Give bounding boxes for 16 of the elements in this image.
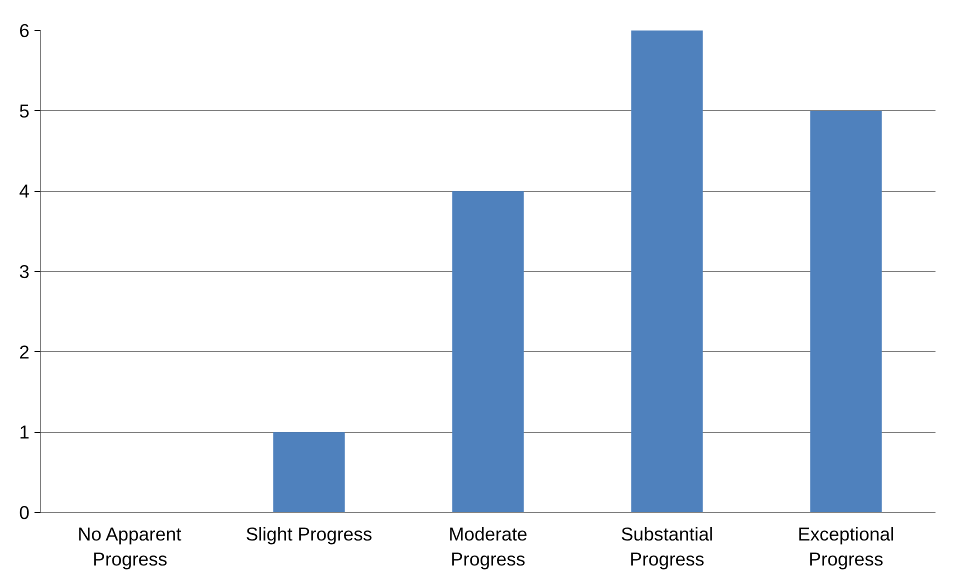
bar (273, 432, 345, 512)
x-tick-label: Moderate Progress (448, 524, 528, 570)
x-tick-label: Slight Progress (246, 524, 372, 544)
y-tick-label: 4 (19, 180, 30, 202)
y-tick-label: 6 (19, 20, 30, 41)
y-tick-label: 0 (19, 502, 30, 523)
x-tick-label: Substantial Progress (620, 524, 714, 570)
y-tick-label: 5 (19, 100, 30, 122)
x-tick-label: No Apparent Progress (78, 524, 182, 570)
bar (631, 30, 703, 512)
x-tick-label: Exceptional Progress (798, 524, 894, 570)
y-tick-label: 1 (19, 422, 30, 443)
y-tick-label: 2 (19, 341, 30, 362)
y-tick-label: 3 (19, 261, 30, 282)
bar (810, 110, 882, 512)
bar (452, 191, 524, 512)
